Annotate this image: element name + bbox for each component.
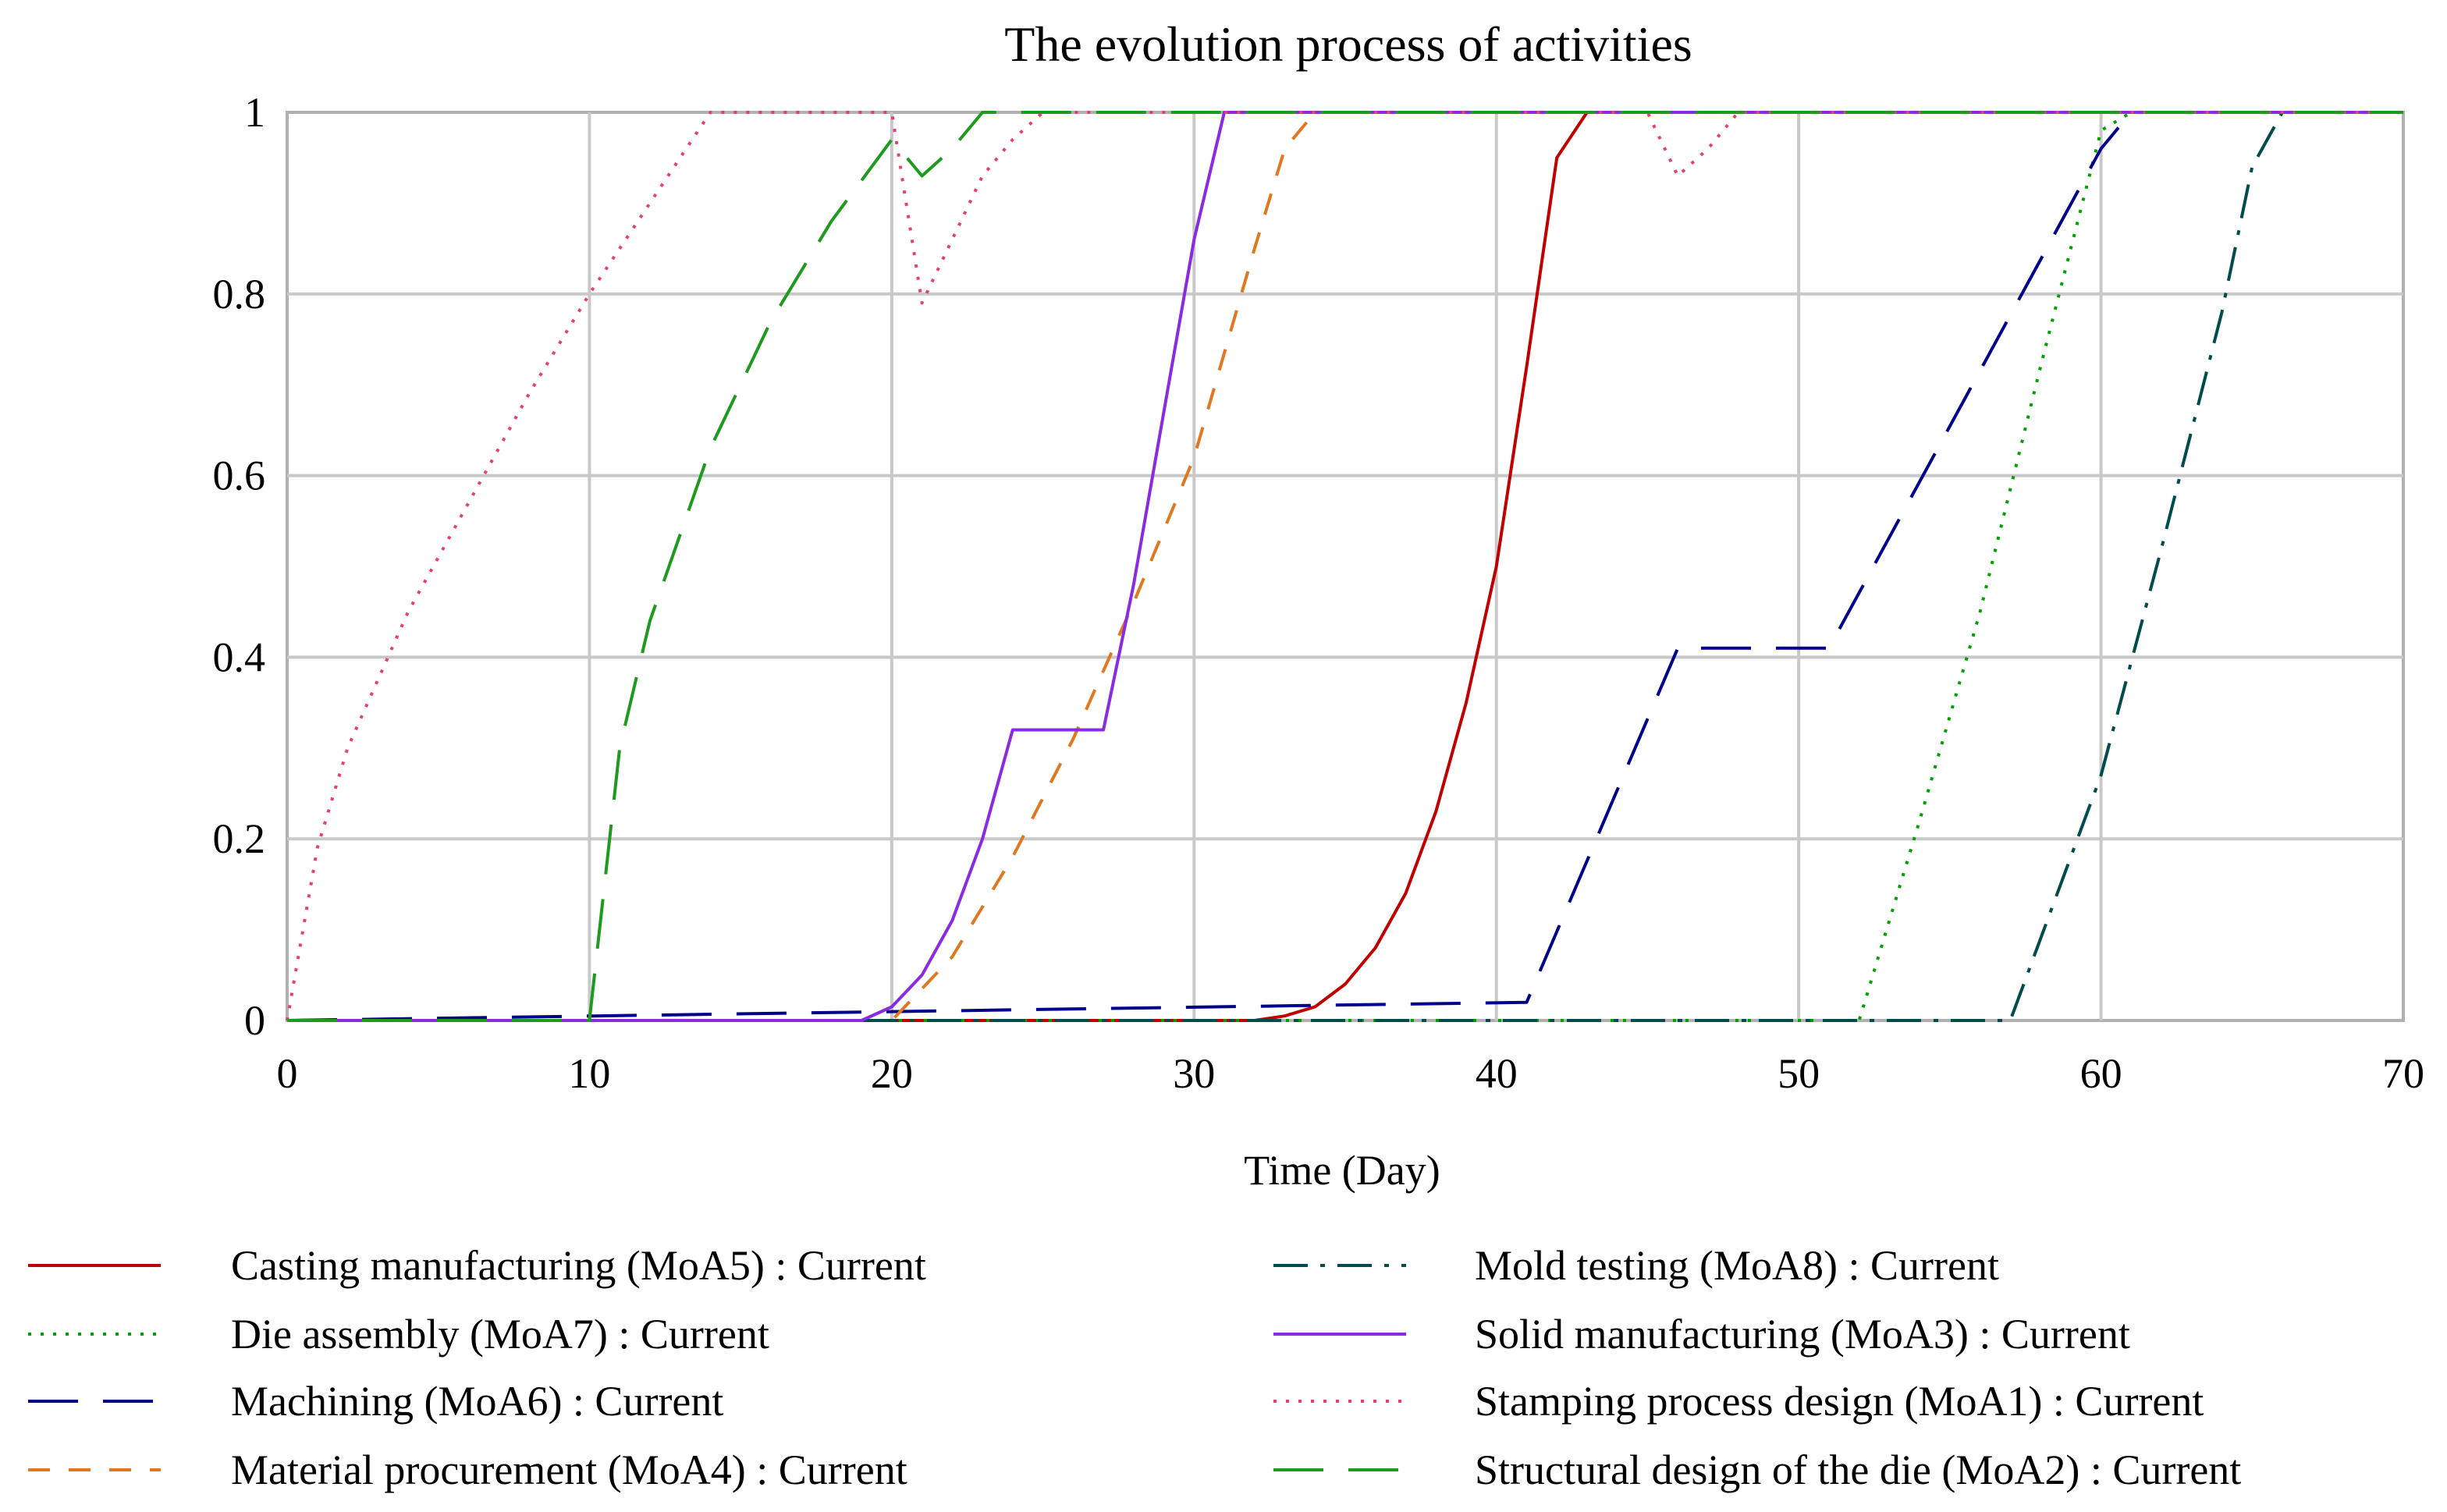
x-tick-label: 30: [1173, 1050, 1215, 1097]
x-tick-label: 60: [2080, 1050, 2122, 1097]
series-line-4: [287, 111, 2403, 1022]
legend-label: Mold testing (MoA8) : Current: [1475, 1242, 1999, 1289]
x-axis-title: Time (Day): [1244, 1147, 1440, 1194]
y-axis-ticks: 0 0.2 0.4 0.6 0.8 1: [213, 89, 266, 1044]
legend-label: Solid manufacturing (MoA3) : Current: [1475, 1311, 2130, 1358]
legend-label: Die assembly (MoA7) : Current: [231, 1311, 769, 1358]
legend-label: Machining (MoA6) : Current: [231, 1378, 723, 1425]
legend-label: Structural design of the die (MoA2) : Cu…: [1475, 1446, 2241, 1493]
legend: Casting manufacturing (MoA5) : Current Di…: [28, 1242, 2241, 1493]
series-lines: [286, 111, 2403, 1022]
x-tick-label: 10: [568, 1050, 610, 1097]
grid-lines: [287, 112, 2403, 1020]
y-tick-label: 0.2: [213, 815, 266, 862]
y-tick-label: 0: [244, 997, 265, 1044]
legend-label: Casting manufacturing (MoA5) : Current: [231, 1242, 926, 1289]
x-tick-label: 40: [1476, 1050, 1518, 1097]
series-line-5: [287, 111, 2403, 1022]
series-line-8: [287, 111, 2403, 1022]
x-tick-label: 0: [277, 1050, 298, 1097]
series-line-6: [287, 111, 2403, 1022]
y-tick-label: 0.4: [213, 634, 266, 680]
x-tick-label: 50: [1778, 1050, 1820, 1097]
y-tick-label: 1: [244, 89, 265, 136]
legend-label: Material procurement (MoA4) : Current: [231, 1446, 907, 1493]
y-tick-label: 0.8: [213, 271, 266, 318]
legend-label: Stamping process design (MoA1) : Current: [1475, 1378, 2204, 1425]
y-tick-label: 0.6: [213, 453, 266, 499]
x-tick-label: 20: [871, 1050, 913, 1097]
series-line-3: [286, 111, 2403, 1022]
series-line-1: [287, 111, 2403, 1022]
x-axis-ticks: 0 10 20 30 40 50 60 70: [277, 1050, 2425, 1097]
x-tick-label: 70: [2382, 1050, 2424, 1097]
chart-title: The evolution process of activities: [1004, 16, 1692, 72]
